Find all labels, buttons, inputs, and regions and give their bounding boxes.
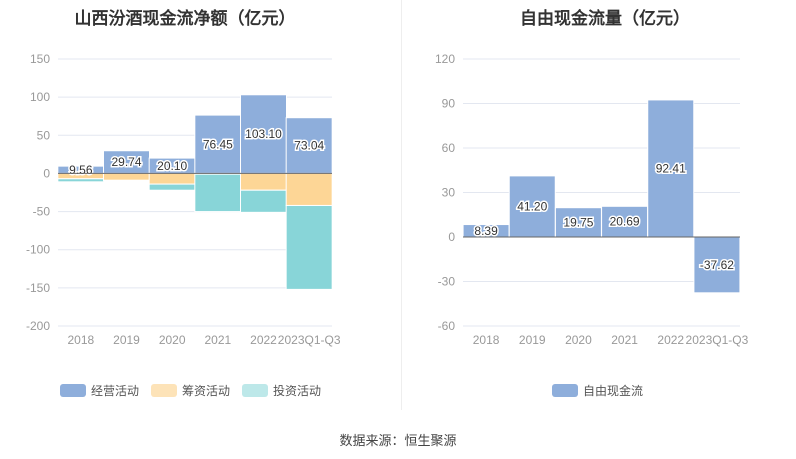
data-label: 20.10 bbox=[157, 159, 187, 173]
x-tick-label: 2023Q1-Q3 bbox=[278, 333, 341, 347]
bar-筹资活动 bbox=[148, 172, 196, 185]
bar-投资活动 bbox=[57, 178, 105, 183]
y-tick-label: 120 bbox=[435, 52, 455, 66]
x-tick-label: 2023Q1-Q3 bbox=[686, 333, 749, 347]
y-tick-label: 60 bbox=[442, 141, 456, 155]
x-tick-label: 2022 bbox=[250, 333, 277, 347]
y-tick-label: -200 bbox=[26, 319, 50, 333]
bar-自由现金流 bbox=[554, 207, 602, 238]
y-tick-label: 90 bbox=[442, 97, 456, 111]
bar-自由现金流 bbox=[601, 205, 649, 238]
y-tick-label: 0 bbox=[43, 166, 50, 180]
bar-投资活动 bbox=[240, 189, 287, 213]
x-tick-label: 2019 bbox=[519, 333, 546, 347]
bar-经营活动 bbox=[285, 117, 333, 174]
bar-投资活动 bbox=[194, 173, 242, 213]
data-label: 20.69 bbox=[610, 215, 640, 229]
bar-经营活动 bbox=[194, 114, 242, 174]
y-tick-label: 100 bbox=[30, 90, 50, 104]
bar-投资活动 bbox=[148, 183, 196, 191]
bar-投资活动 bbox=[285, 204, 333, 290]
y-tick-label: 30 bbox=[442, 186, 456, 200]
x-tick-label: 2020 bbox=[565, 333, 592, 347]
data-label: 29.74 bbox=[111, 155, 141, 169]
data-label: 103.10 bbox=[245, 127, 282, 141]
bar-筹资活动 bbox=[103, 172, 150, 181]
y-tick-label: -50 bbox=[33, 205, 51, 219]
legend-label: 经营活动 bbox=[91, 384, 140, 398]
y-tick-label: -60 bbox=[438, 319, 456, 333]
bar-筹资活动 bbox=[285, 172, 333, 206]
divider bbox=[401, 0, 402, 410]
bar-自由现金流 bbox=[647, 99, 695, 238]
y-tick-label: -100 bbox=[26, 243, 50, 257]
data-label: 9.56 bbox=[69, 163, 93, 177]
y-tick-label: -150 bbox=[26, 281, 50, 295]
x-tick-label: 2018 bbox=[67, 333, 94, 347]
legend-investing[interactable]: 投资活动 bbox=[242, 382, 321, 399]
x-tick-label: 2020 bbox=[159, 333, 186, 347]
data-label: 41.20 bbox=[517, 199, 547, 213]
legend-label: 投资活动 bbox=[273, 384, 322, 398]
x-tick-label: 2019 bbox=[113, 333, 140, 347]
bar-自由现金流 bbox=[693, 236, 741, 294]
legend-financing[interactable]: 筹资活动 bbox=[151, 382, 230, 399]
legend-operating[interactable]: 经营活动 bbox=[60, 382, 139, 399]
y-tick-label: 50 bbox=[37, 128, 51, 142]
left-chart-title: 山西汾酒现金流净额（亿元） bbox=[74, 9, 296, 28]
bar-筹资活动 bbox=[240, 172, 287, 191]
left-legend: 经营活动 筹资活动 投资活动 bbox=[60, 382, 321, 399]
bar-经营活动 bbox=[240, 94, 287, 174]
source-note: 数据来源：恒生聚源 bbox=[339, 433, 457, 448]
data-label: 19.75 bbox=[563, 215, 593, 229]
y-tick-label: -30 bbox=[438, 275, 456, 289]
data-label: 8.39 bbox=[474, 224, 498, 238]
legend-fcf[interactable]: 自由现金流 bbox=[552, 382, 643, 399]
data-label: 92.41 bbox=[656, 161, 686, 175]
x-tick-label: 2022 bbox=[657, 333, 684, 347]
x-tick-label: 2021 bbox=[204, 333, 231, 347]
legend-label: 筹资活动 bbox=[182, 384, 231, 398]
legend-label: 自由现金流 bbox=[583, 384, 644, 398]
x-tick-label: 2021 bbox=[611, 333, 638, 347]
bar-自由现金流 bbox=[508, 175, 556, 238]
data-label: 76.45 bbox=[203, 137, 233, 151]
y-tick-label: 0 bbox=[448, 230, 455, 244]
right-legend: 自由现金流 bbox=[552, 382, 643, 399]
data-label: 73.04 bbox=[294, 139, 324, 153]
data-label: -37.62 bbox=[700, 258, 734, 272]
right-chart-title: 自由现金流量（亿元） bbox=[520, 9, 690, 28]
y-tick-label: 150 bbox=[30, 52, 50, 66]
x-tick-label: 2018 bbox=[473, 333, 500, 347]
